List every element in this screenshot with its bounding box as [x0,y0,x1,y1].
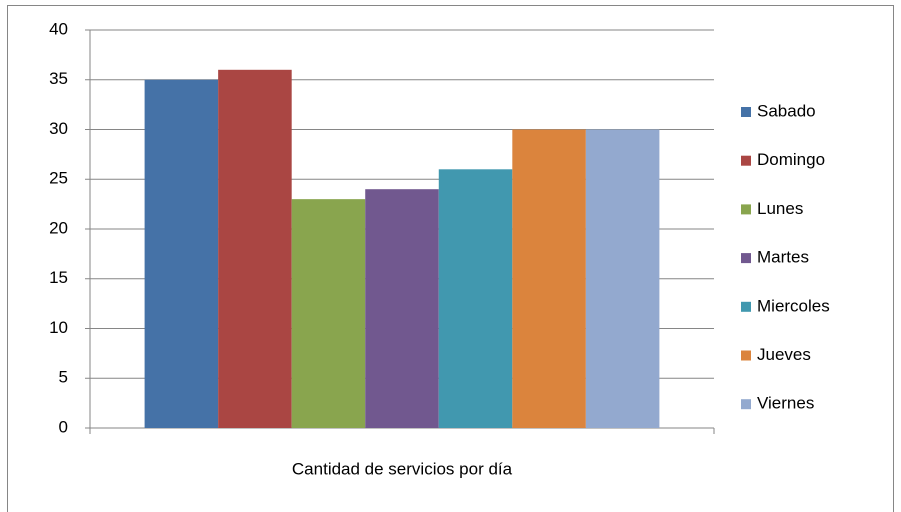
legend-label: Domingo [757,150,825,169]
legend-swatch [741,350,751,361]
y-tick-label: 0 [59,417,68,436]
y-tick-label: 40 [49,19,68,38]
y-tick-label: 35 [49,69,68,88]
y-tick-label: 30 [49,119,68,138]
bar [512,129,586,428]
legend-swatch [741,301,751,312]
y-tick-label: 10 [49,318,68,337]
x-tick-label: Cantidad de servicios por día [292,459,513,478]
legend-label: Miercoles [757,296,830,315]
y-tick-label: 25 [49,169,68,188]
legend-label: Martes [757,248,809,267]
bar [144,79,219,428]
legend-swatch [741,399,751,410]
legend-label: Jueves [757,345,811,364]
bar [218,69,292,429]
legend-swatch [741,155,751,166]
legend-label: Sabado [757,101,816,120]
bar [291,199,366,428]
bar [365,189,439,428]
legend-swatch [741,107,751,117]
y-tick-label: 5 [59,368,68,387]
y-tick-label: 20 [49,218,68,237]
legend-swatch [741,253,751,264]
y-tick-label: 15 [49,268,68,287]
legend-label: Viernes [757,394,814,413]
bar [585,129,660,428]
legend-swatch [741,204,751,215]
legend-label: Lunes [757,199,803,218]
bar [438,169,513,429]
